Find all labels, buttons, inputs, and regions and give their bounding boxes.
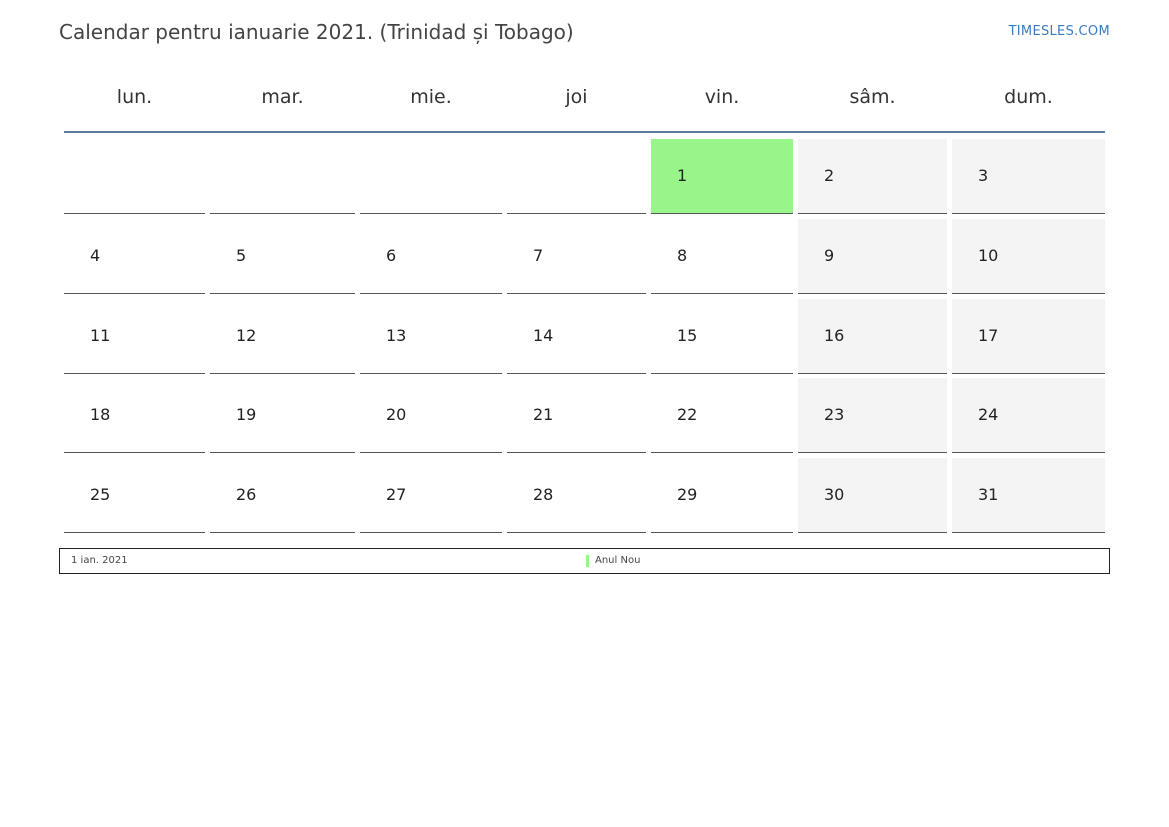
- day-number: 29: [677, 485, 698, 504]
- day-cell: 24: [952, 378, 1105, 453]
- day-number: 3: [978, 166, 989, 185]
- day-number: 30: [824, 485, 845, 504]
- day-number: 27: [386, 485, 407, 504]
- day-cell: 31: [952, 458, 1105, 533]
- holiday-legend: 1 ian. 2021 Anul Nou: [59, 548, 1110, 574]
- day-cell: [360, 139, 502, 214]
- day-number: 19: [236, 405, 257, 424]
- day-cell: 30: [798, 458, 947, 533]
- header-divider: [64, 131, 1105, 133]
- weekday-label: joi: [565, 86, 588, 108]
- day-number: 9: [824, 246, 835, 265]
- day-number: 4: [90, 246, 101, 265]
- day-number: 5: [236, 246, 247, 265]
- day-number: 11: [90, 326, 111, 345]
- day-number: 26: [236, 485, 257, 504]
- day-cell: 16: [798, 299, 947, 374]
- day-number: 18: [90, 405, 111, 424]
- day-cell: [507, 139, 646, 214]
- weekday-label: mar.: [261, 86, 304, 108]
- day-number: 8: [677, 246, 688, 265]
- day-cell: 5: [210, 219, 355, 294]
- day-cell: 11: [64, 299, 205, 374]
- legend-holiday-name: Anul Nou: [595, 555, 641, 566]
- day-number: 7: [533, 246, 544, 265]
- day-cell: 20: [360, 378, 502, 453]
- day-cell: 1: [651, 139, 793, 214]
- day-number: 23: [824, 405, 845, 424]
- day-cell: [64, 139, 205, 214]
- day-cell: 4: [64, 219, 205, 294]
- day-number: 17: [978, 326, 999, 345]
- day-number: 20: [386, 405, 407, 424]
- day-number: 24: [978, 405, 999, 424]
- day-number: 25: [90, 485, 111, 504]
- day-cell: 28: [507, 458, 646, 533]
- day-cell: 29: [651, 458, 793, 533]
- day-number: 12: [236, 326, 257, 345]
- day-number: 15: [677, 326, 698, 345]
- weekday-header-row: lun. mar. mie. joi vin. sâm. dum.: [64, 86, 1105, 112]
- day-cell: 14: [507, 299, 646, 374]
- day-cell: 22: [651, 378, 793, 453]
- day-cell: 6: [360, 219, 502, 294]
- day-cell: [210, 139, 355, 214]
- day-cell: 23: [798, 378, 947, 453]
- day-cell: 19: [210, 378, 355, 453]
- day-number: 21: [533, 405, 554, 424]
- day-number: 28: [533, 485, 554, 504]
- day-number: 2: [824, 166, 835, 185]
- weekday-label: mie.: [410, 86, 452, 108]
- day-cell: 26: [210, 458, 355, 533]
- day-number: 31: [978, 485, 999, 504]
- site-link[interactable]: TIMESLES.COM: [1008, 24, 1110, 39]
- day-cell: 18: [64, 378, 205, 453]
- page-title: Calendar pentru ianuarie 2021. (Trinidad…: [59, 20, 574, 44]
- day-number: 1: [677, 166, 688, 185]
- day-number: 6: [386, 246, 397, 265]
- legend-color-swatch: [586, 555, 589, 567]
- weekday-label: vin.: [704, 86, 740, 108]
- day-cell: 2: [798, 139, 947, 214]
- day-number: 10: [978, 246, 999, 265]
- day-cell: 10: [952, 219, 1105, 294]
- day-number: 16: [824, 326, 845, 345]
- day-cell: 17: [952, 299, 1105, 374]
- day-number: 22: [677, 405, 698, 424]
- day-cell: 25: [64, 458, 205, 533]
- day-cell: 27: [360, 458, 502, 533]
- day-cell: 3: [952, 139, 1105, 214]
- day-cell: 12: [210, 299, 355, 374]
- day-cell: 7: [507, 219, 646, 294]
- legend-date: 1 ian. 2021: [71, 555, 128, 566]
- day-cell: 9: [798, 219, 947, 294]
- day-cell: 8: [651, 219, 793, 294]
- day-cell: 21: [507, 378, 646, 453]
- day-cell: 15: [651, 299, 793, 374]
- weekday-label: sâm.: [849, 86, 896, 108]
- weekday-label: dum.: [1004, 86, 1053, 108]
- day-number: 14: [533, 326, 554, 345]
- day-cell: 13: [360, 299, 502, 374]
- weekday-label: lun.: [116, 86, 153, 108]
- day-number: 13: [386, 326, 407, 345]
